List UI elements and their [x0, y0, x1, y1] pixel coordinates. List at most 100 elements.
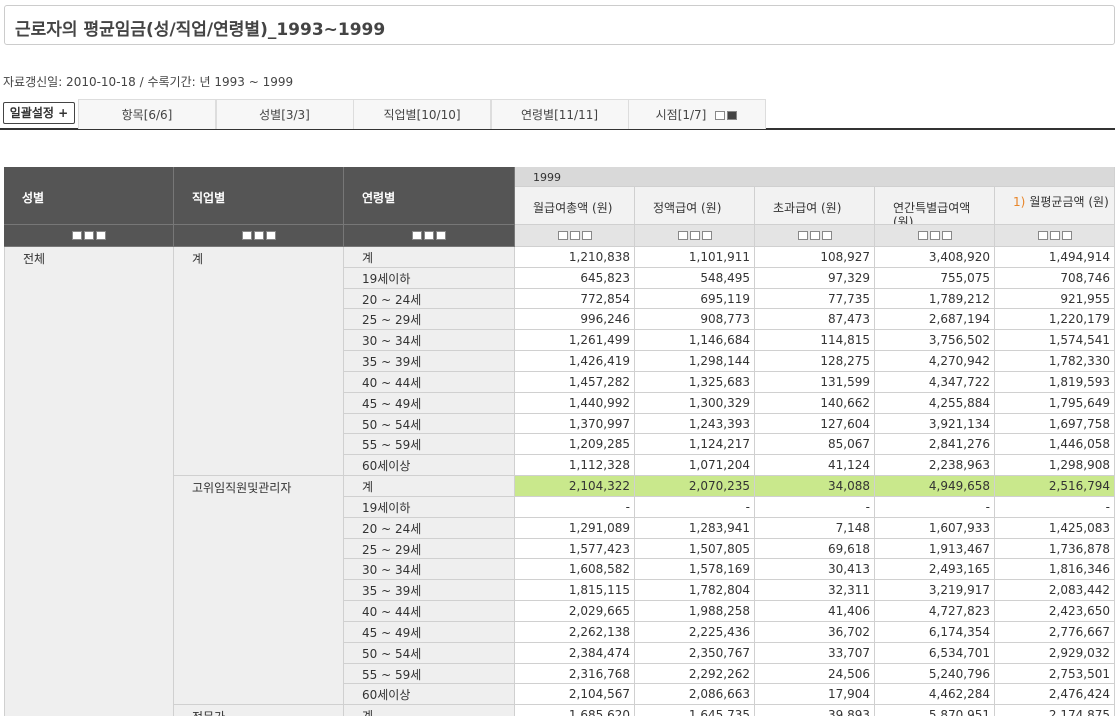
collapse-icon[interactable]: [436, 231, 446, 240]
age-label: 계: [344, 476, 515, 497]
sort-desc-icon[interactable]: [253, 231, 264, 240]
value-cell: 3,408,920: [875, 247, 995, 268]
value-cell: 4,270,942: [875, 351, 995, 372]
value-cell: 2,262,138: [515, 621, 635, 643]
sort-asc-icon[interactable]: [715, 111, 726, 120]
tab[interactable]: 직업별[10/10]: [353, 99, 491, 129]
tab[interactable]: 항목[6/6]: [78, 99, 216, 129]
occupation-label: 전문가: [174, 705, 344, 716]
value-cell: 1,782,804: [635, 580, 755, 602]
tab[interactable]: 시점[1/7]: [628, 99, 766, 129]
age-label: 60세이상: [344, 455, 515, 477]
value-cell: 1,577,423: [515, 538, 635, 560]
age-label: 계: [344, 705, 515, 716]
sort-desc-icon[interactable]: [424, 231, 434, 240]
age-label: 19세이하: [344, 267, 515, 289]
value-cell: 1,507,805: [635, 538, 755, 560]
gender-label: 전체: [4, 247, 174, 716]
sort-desc-icon[interactable]: [689, 231, 700, 240]
value-cell: 87,473: [755, 309, 875, 331]
collapse-icon[interactable]: [701, 231, 712, 240]
value-cell: 1,795,649: [995, 392, 1115, 414]
sort-asc-icon[interactable]: [241, 231, 252, 240]
value-cell: 6,534,701: [875, 642, 995, 664]
toolbar-rule: [0, 128, 1115, 130]
value-cell: 39,893: [755, 705, 875, 716]
value-cell: 85,067: [755, 434, 875, 456]
collapse-icon[interactable]: [581, 231, 592, 240]
sort-asc-icon[interactable]: [71, 231, 82, 240]
sort-desc-icon[interactable]: [809, 231, 820, 240]
collapse-icon[interactable]: [95, 231, 106, 240]
collapse-icon[interactable]: [265, 231, 276, 240]
value-cell: 114,815: [755, 330, 875, 352]
dim-header-controls: [174, 225, 344, 247]
value-cell: 645,823: [515, 267, 635, 289]
value-cell: 2,350,767: [635, 642, 755, 664]
column-label: 초과급여 (원): [773, 201, 842, 215]
occupation-label: 계: [174, 247, 344, 477]
value-cell: 2,516,794: [995, 476, 1115, 497]
column-controls: [755, 225, 875, 247]
tab[interactable]: 성별[3/3]: [215, 99, 354, 129]
value-cell: 2,292,262: [635, 663, 755, 685]
value-cell: 2,174,875: [995, 705, 1115, 716]
value-cell: 908,773: [635, 309, 755, 331]
value-cell: 1,607,933: [875, 517, 995, 539]
value-cell: 2,104,567: [515, 684, 635, 706]
column-header: 월급여총액 (원): [515, 187, 635, 225]
value-cell: 1,816,346: [995, 559, 1115, 581]
value-cell: 2,493,165: [875, 559, 995, 581]
sort-asc-icon[interactable]: [412, 231, 422, 240]
value-cell: 3,219,917: [875, 580, 995, 602]
dim-header: 연령별: [344, 167, 515, 225]
sort-asc-icon[interactable]: [677, 231, 688, 240]
sort-desc-icon[interactable]: [569, 231, 580, 240]
sort-asc-icon[interactable]: [797, 231, 808, 240]
column-header: 초과급여 (원): [755, 187, 875, 225]
tab[interactable]: 연령별[11/11]: [490, 99, 629, 129]
age-label: 40 ~ 44세: [344, 601, 515, 622]
value-cell: 1,685,620: [515, 705, 635, 716]
value-cell: 1,819,593: [995, 371, 1115, 393]
bulk-settings-button[interactable]: 일괄설정 +: [3, 102, 75, 124]
value-cell: 1,300,329: [635, 392, 755, 414]
value-cell: 1,494,914: [995, 247, 1115, 268]
value-cell: 24,506: [755, 663, 875, 685]
value-cell: 1,220,179: [995, 309, 1115, 331]
age-label: 30 ~ 34세: [344, 559, 515, 581]
value-cell: 2,083,442: [995, 580, 1115, 602]
collapse-icon[interactable]: [1061, 231, 1072, 240]
sort-desc-icon[interactable]: [1049, 231, 1060, 240]
value-cell: 4,255,884: [875, 392, 995, 414]
footnote-mark[interactable]: 1): [1013, 195, 1026, 209]
value-cell: 1,425,083: [995, 517, 1115, 539]
value-cell: 5,870,951: [875, 705, 995, 716]
sort-asc-icon[interactable]: [917, 231, 928, 240]
value-cell: 77,735: [755, 288, 875, 310]
sort-asc-icon[interactable]: [1037, 231, 1048, 240]
sort-desc-icon[interactable]: [727, 111, 738, 120]
age-label: 계: [344, 247, 515, 268]
age-label: 60세이상: [344, 684, 515, 706]
value-cell: 97,329: [755, 267, 875, 289]
collapse-icon[interactable]: [941, 231, 952, 240]
page-title: 근로자의 평균임금(성/직업/연령별)_1993~1999: [4, 5, 1115, 45]
age-label: 45 ~ 49세: [344, 392, 515, 414]
value-cell: 1,283,941: [635, 517, 755, 539]
value-cell: 41,406: [755, 601, 875, 622]
value-cell: 30,413: [755, 559, 875, 581]
sort-desc-icon[interactable]: [929, 231, 940, 240]
value-cell: 1,789,212: [875, 288, 995, 310]
collapse-icon[interactable]: [821, 231, 832, 240]
age-label: 55 ~ 59세: [344, 434, 515, 456]
value-cell: 41,124: [755, 455, 875, 477]
value-cell: 2,029,665: [515, 601, 635, 622]
value-cell: 1,782,330: [995, 351, 1115, 372]
value-cell: 1,210,838: [515, 247, 635, 268]
value-cell: -: [755, 496, 875, 518]
value-cell: 1,370,997: [515, 413, 635, 435]
age-label: 30 ~ 34세: [344, 330, 515, 352]
sort-asc-icon[interactable]: [557, 231, 568, 240]
sort-desc-icon[interactable]: [83, 231, 94, 240]
